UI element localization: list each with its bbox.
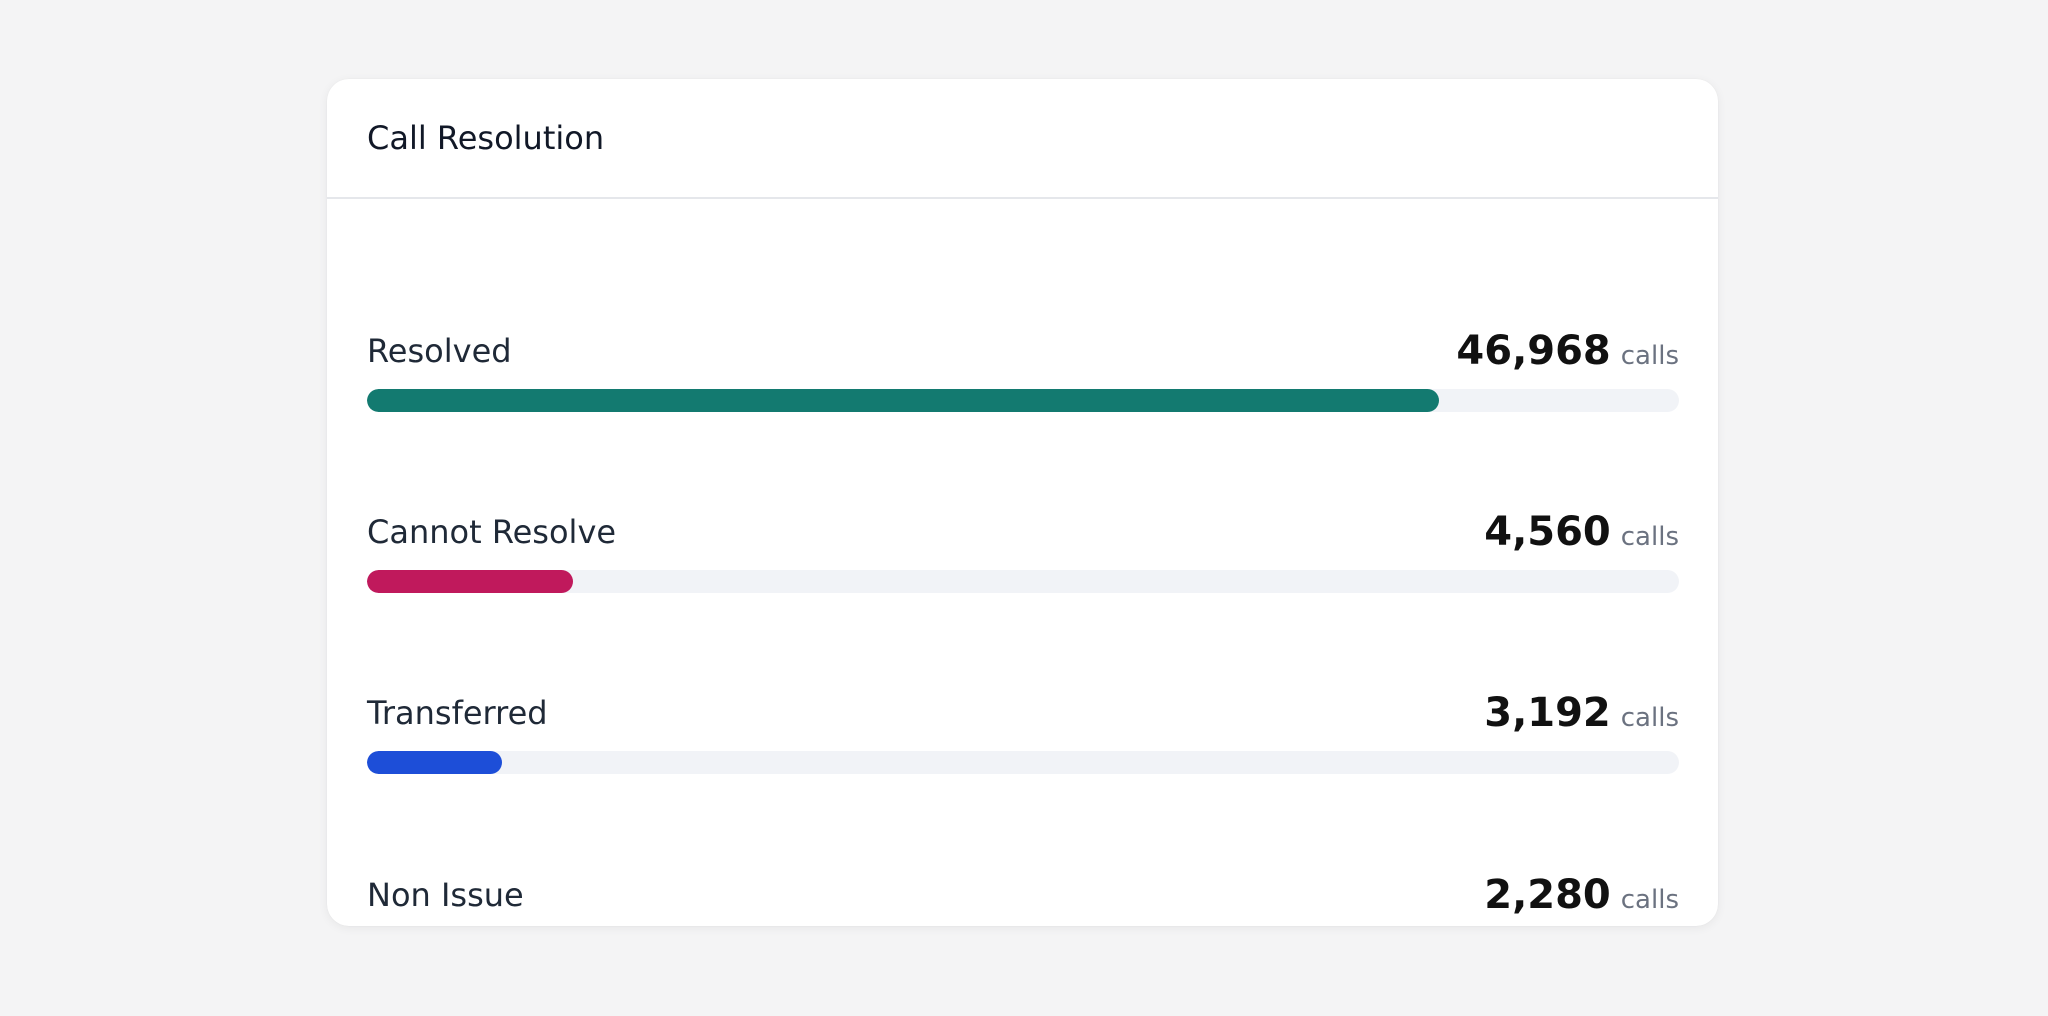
call-unit: calls <box>1620 341 1679 371</box>
row-value: 3,192 calls <box>1484 691 1679 740</box>
row-label: Cannot Resolve <box>367 513 617 551</box>
row-label: Transferred <box>367 694 548 732</box>
call-count: 46,968 <box>1456 328 1611 374</box>
row-label: Non Issue <box>367 876 524 914</box>
progress-fill <box>367 570 573 593</box>
call-count: 3,192 <box>1484 690 1611 736</box>
progress-track <box>367 570 1679 593</box>
call-count: 4,560 <box>1484 509 1611 555</box>
call-count: 2,280 <box>1484 872 1611 918</box>
call-resolution-card: Call Resolution Resolved 46,968 calls Ca… <box>327 79 1718 926</box>
call-unit: calls <box>1620 885 1679 915</box>
row-value: 46,968 calls <box>1456 329 1679 378</box>
row-value: 2,280 calls <box>1484 873 1679 922</box>
progress-fill <box>367 389 1439 412</box>
row-value: 4,560 calls <box>1484 510 1679 559</box>
card-header: Call Resolution <box>327 79 1718 199</box>
row-label: Resolved <box>367 332 512 370</box>
call-unit: calls <box>1620 703 1679 733</box>
progress-fill <box>367 751 503 774</box>
progress-track <box>367 389 1679 412</box>
card-title: Call Resolution <box>367 119 605 157</box>
progress-track <box>367 751 1679 774</box>
call-unit: calls <box>1620 522 1679 552</box>
